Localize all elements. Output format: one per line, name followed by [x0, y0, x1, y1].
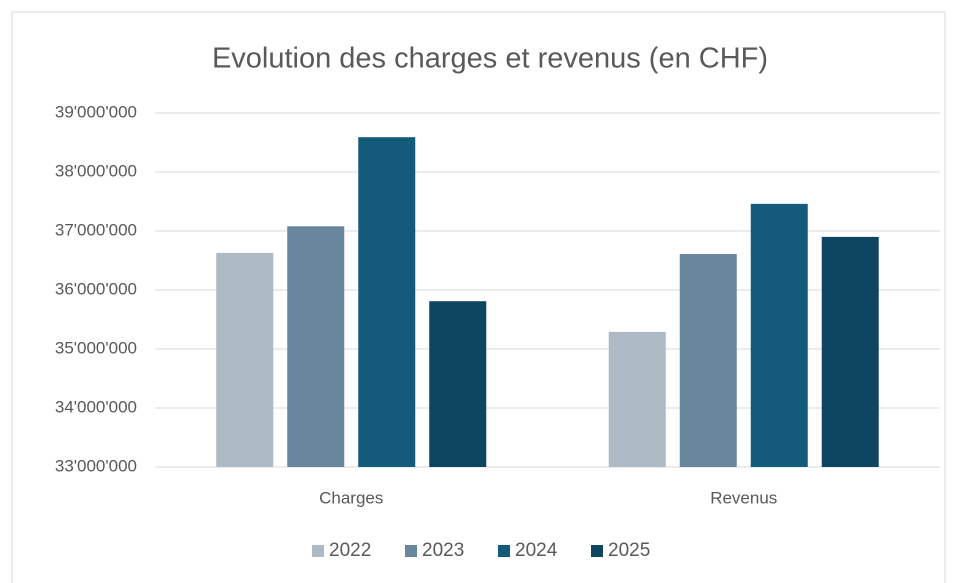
legend-label: 2022 — [329, 540, 371, 561]
y-tick-label: 37'000'000 — [55, 220, 137, 239]
bar — [358, 137, 416, 467]
y-tick-label: 34'000'000 — [55, 397, 137, 416]
y-tick-label: 38'000'000 — [55, 161, 137, 180]
y-tick-label: 33'000'000 — [55, 456, 137, 475]
bar — [821, 236, 879, 467]
bar — [216, 252, 274, 467]
legend-swatch — [312, 545, 324, 557]
legend-label: 2023 — [422, 540, 464, 561]
y-tick-label: 35'000'000 — [55, 338, 137, 357]
legend-swatch — [405, 545, 417, 557]
y-tick-label: 36'000'000 — [55, 279, 137, 298]
bar — [750, 203, 808, 468]
legend-swatch — [498, 545, 510, 557]
x-tick-label: Charges — [319, 488, 383, 507]
x-tick-label: Revenus — [710, 488, 777, 507]
y-tick-label: 39'000'000 — [55, 102, 137, 121]
bar — [608, 331, 666, 467]
chart-title: Evolution des charges et revenus (en CHF… — [212, 43, 768, 75]
bar — [429, 301, 487, 467]
legend-label: 2025 — [608, 540, 650, 561]
legend-label: 2024 — [515, 540, 558, 561]
bar — [287, 226, 345, 467]
legend-swatch — [591, 545, 603, 557]
bar — [679, 254, 737, 467]
